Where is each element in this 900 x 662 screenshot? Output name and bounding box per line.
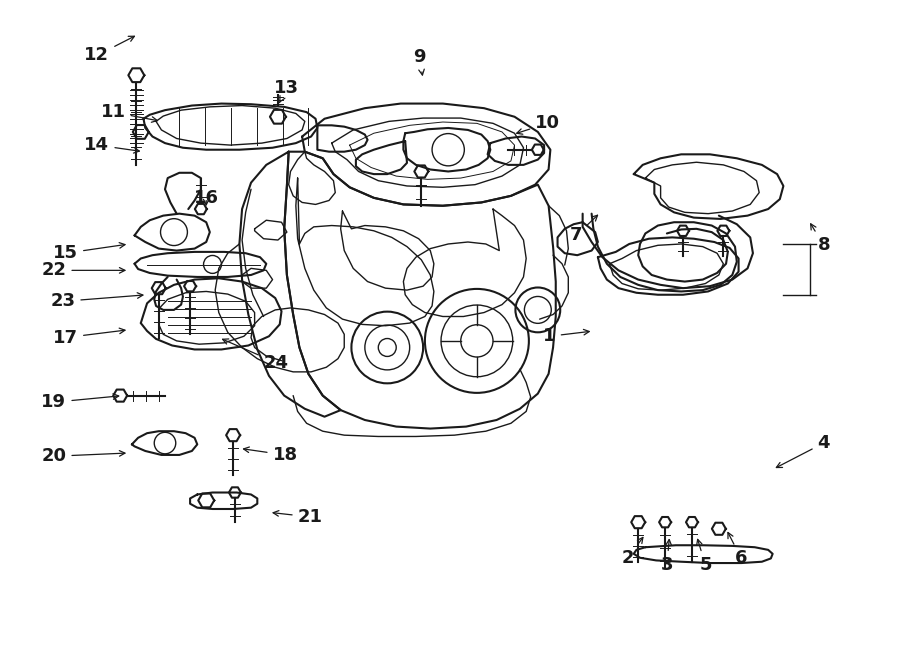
Text: 15: 15: [53, 243, 125, 262]
Text: 3: 3: [661, 540, 673, 574]
Text: 1: 1: [544, 327, 590, 346]
Text: 24: 24: [222, 339, 289, 371]
Text: 8: 8: [811, 224, 830, 254]
Text: 21: 21: [273, 508, 322, 526]
Text: 18: 18: [244, 446, 298, 464]
Text: 23: 23: [50, 293, 143, 310]
Text: 16: 16: [194, 189, 219, 207]
Text: 17: 17: [53, 328, 125, 347]
Text: 11: 11: [101, 103, 158, 122]
Text: 2: 2: [621, 538, 643, 567]
Text: 7: 7: [570, 215, 598, 244]
Text: 6: 6: [728, 532, 748, 567]
Text: 5: 5: [697, 540, 712, 574]
Text: 12: 12: [85, 36, 134, 64]
Text: 9: 9: [413, 48, 426, 75]
Text: 22: 22: [41, 261, 125, 279]
Text: 10: 10: [517, 115, 560, 134]
Text: 19: 19: [41, 393, 119, 411]
Text: 4: 4: [777, 434, 830, 467]
Text: 14: 14: [85, 136, 140, 154]
Text: 13: 13: [274, 79, 300, 103]
Text: 20: 20: [41, 448, 125, 465]
